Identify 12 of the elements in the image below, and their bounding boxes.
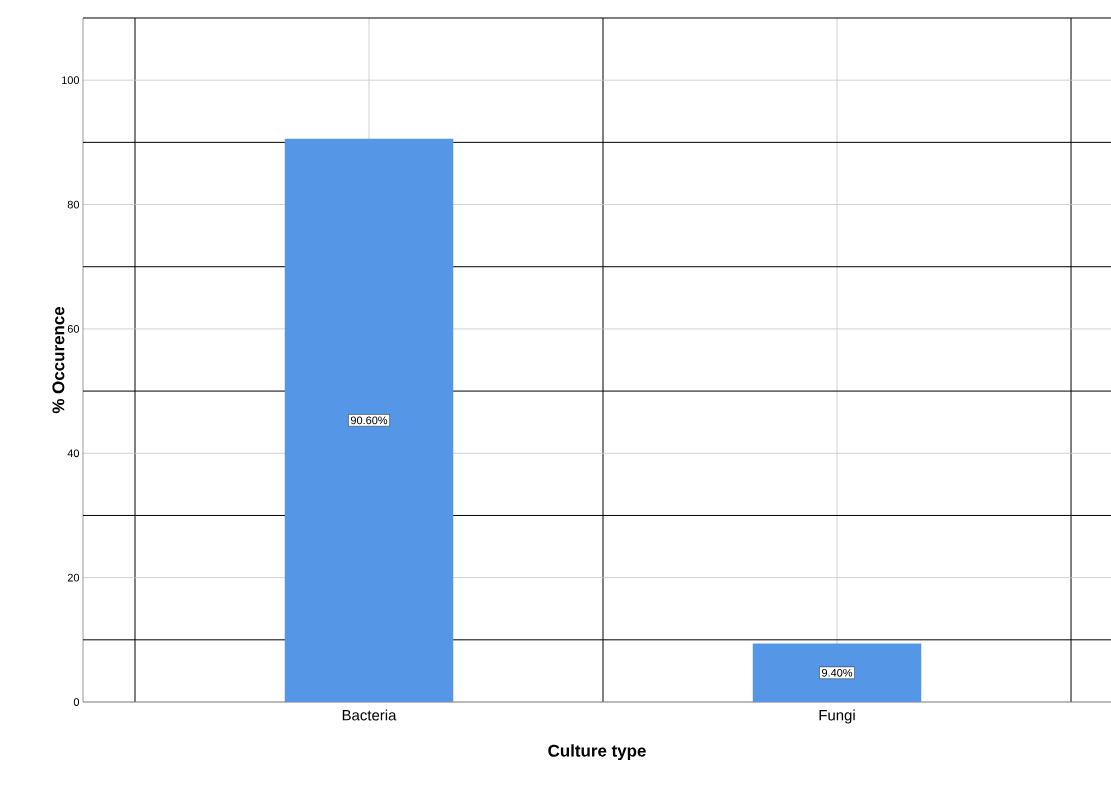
y-tick-label: 60: [67, 325, 80, 333]
data-label: 90.60%: [350, 416, 388, 425]
y-tick-label: 0: [73, 698, 80, 706]
y-tick-label: 80: [67, 200, 80, 209]
x-tick-label: Bacteria: [342, 709, 397, 721]
y-tick-label: 100: [62, 76, 80, 85]
y-axis-title: % Occurence: [52, 306, 65, 414]
x-tick-label: Fungi: [819, 709, 855, 724]
y-tick-label: 20: [67, 573, 80, 582]
data-label: 9.40%: [821, 668, 853, 677]
x-axis-title: Culture type: [548, 744, 646, 761]
y-tick-label: 40: [67, 449, 80, 458]
